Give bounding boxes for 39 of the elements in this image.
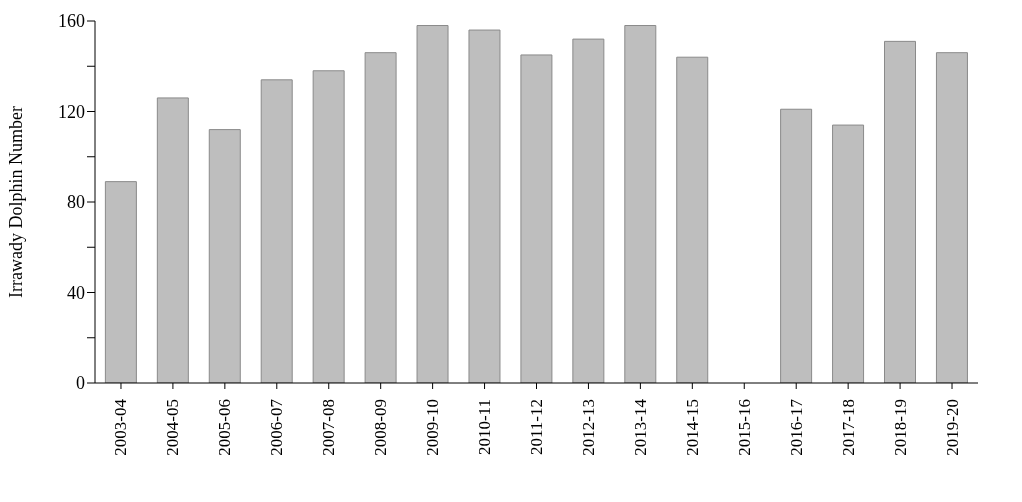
x-tick-label: 2010-11 bbox=[475, 399, 495, 456]
x-tick-label: 2004-05 bbox=[163, 399, 183, 456]
bar bbox=[156, 97, 189, 383]
bar bbox=[312, 70, 345, 383]
x-tick-label: 2013-14 bbox=[630, 398, 650, 456]
y-tick-label: 160 bbox=[58, 11, 85, 32]
x-tick-label: 2012-13 bbox=[578, 399, 598, 456]
x-tick-label: 2019-20 bbox=[942, 399, 962, 456]
x-tick-label: 2011-12 bbox=[527, 399, 546, 456]
bar bbox=[884, 40, 917, 383]
bar bbox=[780, 108, 813, 383]
x-tick-label: 2007-08 bbox=[319, 399, 339, 456]
bar bbox=[416, 25, 449, 383]
bar bbox=[832, 124, 865, 383]
bar bbox=[624, 25, 657, 383]
y-tick-label: 40 bbox=[67, 282, 85, 303]
x-tick-label: 2005-06 bbox=[215, 399, 235, 456]
y-axis-title: Irrawady Dolphin Number bbox=[6, 106, 27, 298]
x-tick-label: 2015-16 bbox=[734, 399, 754, 456]
bar bbox=[935, 52, 968, 383]
bar bbox=[468, 29, 501, 383]
bar bbox=[364, 52, 397, 383]
bar bbox=[520, 54, 553, 383]
x-tick-label: 2008-09 bbox=[371, 399, 391, 456]
x-tick-label: 2014-15 bbox=[682, 399, 702, 456]
y-tick-label: 0 bbox=[76, 373, 85, 394]
y-tick-label: 120 bbox=[58, 101, 85, 122]
x-tick-label: 2017-18 bbox=[838, 399, 858, 456]
x-tick-label: 2003-04 bbox=[111, 398, 131, 456]
y-tick-label: 80 bbox=[67, 192, 85, 213]
bar bbox=[208, 129, 241, 383]
bar bbox=[104, 181, 137, 383]
x-tick-label: 2006-07 bbox=[267, 398, 287, 456]
bar bbox=[260, 79, 293, 383]
bar bbox=[572, 38, 605, 383]
x-tick-label: 2016-17 bbox=[786, 398, 806, 456]
bar bbox=[676, 56, 709, 383]
x-tick-label: 2009-10 bbox=[423, 399, 443, 456]
x-tick-label: 2018-19 bbox=[890, 399, 910, 456]
